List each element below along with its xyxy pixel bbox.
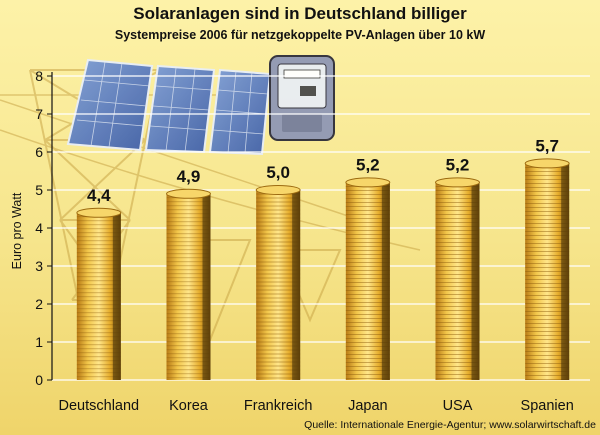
coin-top (76, 207, 122, 218)
bar-frankreich: 5,0 (255, 163, 301, 380)
bar-shadow (202, 193, 211, 380)
x-tick-label: Frankreich (244, 398, 313, 414)
value-label: 5,7 (535, 136, 559, 155)
chart-title: Solaranlagen sind in Deutschland billige… (133, 4, 467, 23)
y-tick-label: 8 (35, 68, 43, 84)
bar-shadow (112, 212, 121, 380)
x-tick-label: USA (443, 398, 473, 414)
y-axis: 0 1 2 3 4 5 6 7 8 (35, 68, 53, 388)
solar-illustration (0, 55, 421, 381)
bar-japan: 5,2 (345, 155, 391, 380)
value-label: 5,2 (356, 155, 380, 174)
bar-shadow (561, 163, 570, 380)
y-tick-label: 3 (35, 258, 43, 274)
bar-series: 4,4 4,9 5,0 5,2 5,2 5,7 (76, 136, 570, 380)
value-label: 5,2 (446, 155, 470, 174)
y-tick-label: 6 (35, 144, 43, 160)
chart-subtitle: Systempreise 2006 für netzgekoppelte PV-… (114, 28, 486, 42)
y-tick-label: 4 (35, 220, 43, 236)
x-tick-label: Spanien (521, 398, 574, 414)
y-tick-label: 5 (35, 182, 43, 198)
x-axis: Deutschland Korea Frankreich Japan USA Spanie… (59, 398, 574, 414)
value-label: 4,9 (177, 167, 201, 186)
coin-top (435, 177, 480, 188)
bar-shadow (292, 190, 301, 380)
coin-top (166, 188, 211, 199)
y-tick-label: 1 (35, 334, 43, 350)
y-tick-label: 7 (35, 106, 43, 122)
bar-usa: 5,2 (435, 155, 480, 380)
coin-top (345, 177, 391, 188)
solar-panel-icon (66, 58, 272, 156)
y-tick-label: 2 (35, 296, 43, 312)
coin-top (255, 185, 301, 195)
coin-top (524, 158, 570, 169)
y-tick-label: 0 (35, 372, 43, 388)
x-tick-label: Deutschland (59, 398, 140, 414)
value-label: 5,0 (266, 163, 290, 182)
source-note: Quelle: Internationale Energie-Agentur; … (304, 419, 596, 431)
bar-deutschland: 4,4 (76, 186, 122, 380)
bar-shadow (471, 182, 480, 380)
bar-korea: 4,9 (166, 167, 211, 380)
bar-spanien: 5,7 (524, 136, 570, 380)
y-axis-label: Euro pro Watt (10, 192, 24, 270)
x-tick-label: Japan (348, 398, 388, 414)
x-tick-label: Korea (169, 398, 209, 414)
bar-shadow (381, 182, 390, 380)
value-label: 4,4 (87, 186, 111, 205)
y-gridlines (52, 75, 590, 381)
electricity-meter-icon (269, 55, 335, 141)
